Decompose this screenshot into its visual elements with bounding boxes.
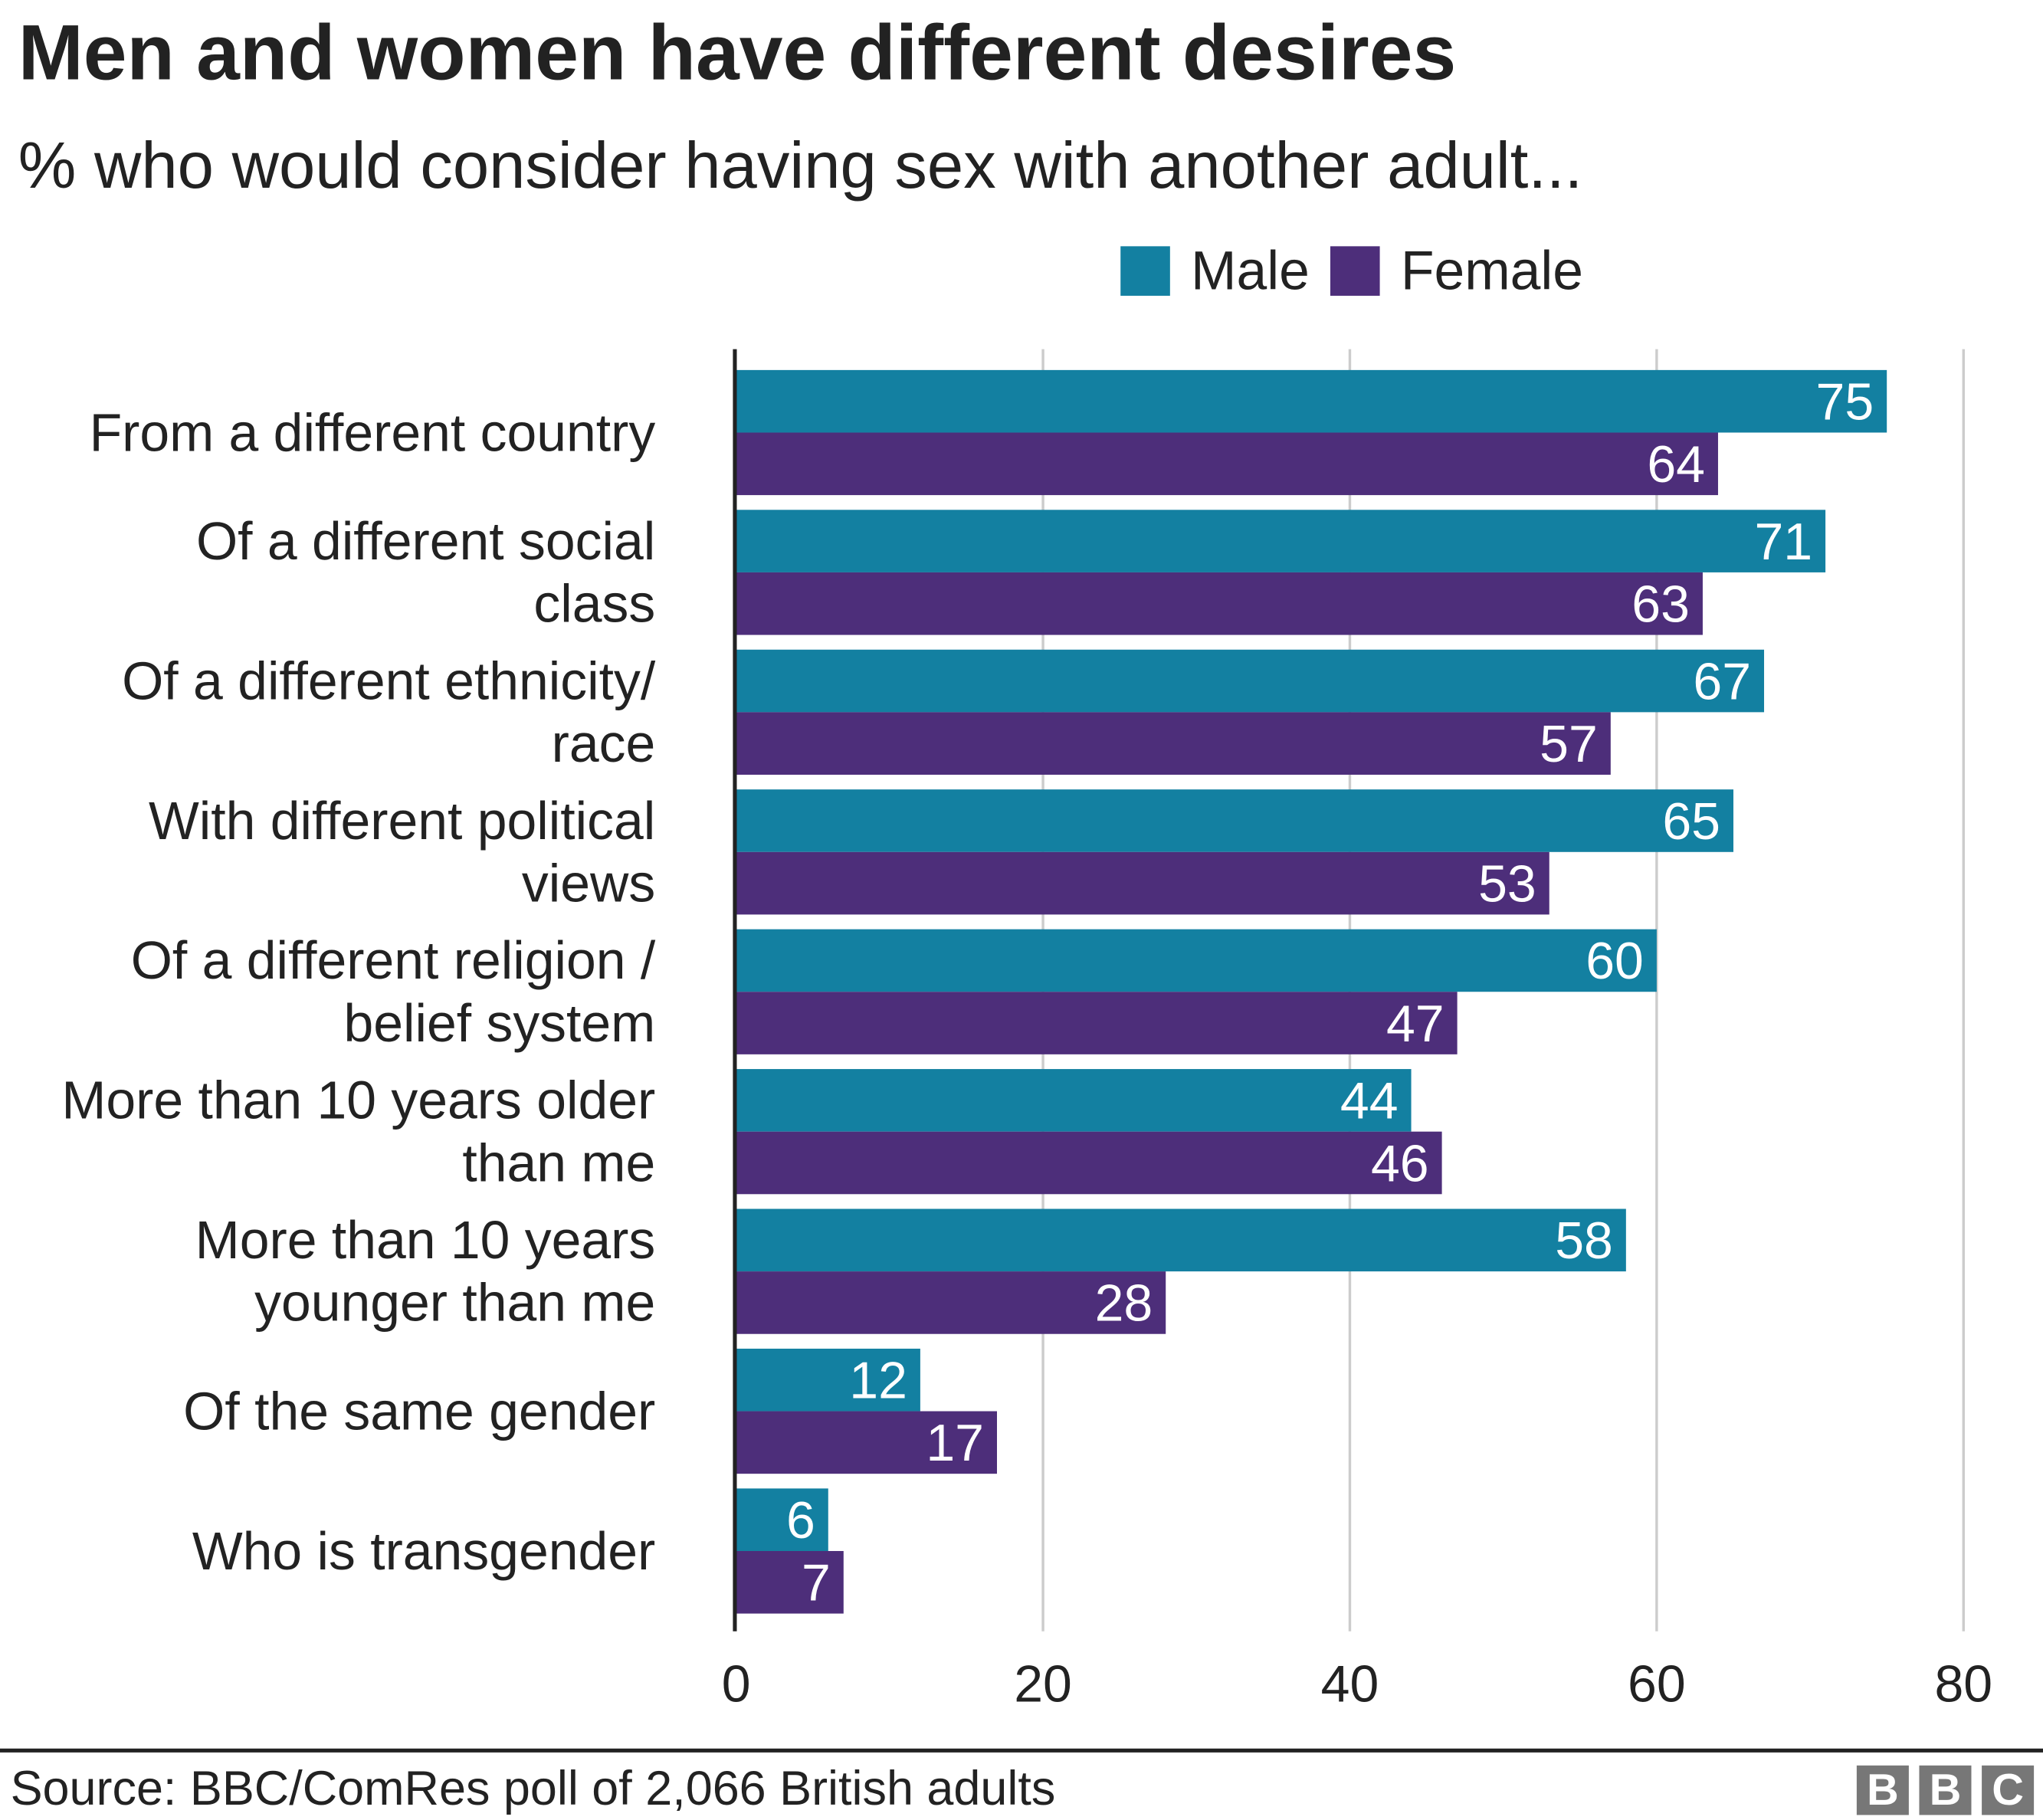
category-label: class: [533, 574, 655, 634]
category-label: Of the same gender: [183, 1381, 655, 1441]
bar-female: [736, 1550, 844, 1614]
data-label: 12: [849, 1352, 907, 1410]
bar-male: [736, 510, 1826, 572]
bar-male: [736, 369, 1887, 433]
data-label: 65: [1662, 792, 1720, 851]
bar-female: [736, 992, 1458, 1054]
legend-label-male: Male: [1191, 239, 1310, 301]
source-note: Source: BBC/ComRes poll of 2,066 British…: [10, 1761, 1056, 1815]
bar-female: [736, 432, 1718, 496]
data-label: 57: [1540, 715, 1598, 773]
bar-female: [736, 851, 1549, 915]
x-tick-label: 80: [1934, 1655, 1992, 1713]
bbc-logo-letter: B: [1919, 1765, 1972, 1815]
x-tick-label: 0: [722, 1655, 751, 1713]
legend-label-female: Female: [1400, 239, 1584, 301]
category-label: Of a different ethnicity/: [122, 651, 656, 710]
data-label: 71: [1754, 513, 1812, 571]
category-label: Who is transgender: [192, 1521, 655, 1581]
data-label: 46: [1371, 1134, 1429, 1192]
data-label: 6: [786, 1491, 815, 1549]
category-label: belief system: [343, 993, 655, 1053]
category-label: More than 10 years older: [61, 1071, 655, 1130]
legend: Male Female: [1120, 240, 1604, 303]
legend-swatch-male: [1120, 246, 1170, 296]
data-label: 64: [1647, 435, 1705, 494]
chart-subtitle: % who would consider having sex with ano…: [18, 129, 1583, 202]
bar-male: [736, 1348, 920, 1412]
data-label: 58: [1555, 1212, 1613, 1270]
data-label: 75: [1816, 372, 1874, 431]
legend-swatch-female: [1330, 246, 1380, 296]
data-label: 47: [1386, 995, 1445, 1053]
bar-male: [736, 649, 1765, 713]
bbc-logo-letter: B: [1856, 1765, 1909, 1815]
bar-female: [736, 712, 1611, 775]
chart-title: Men and women have different desires: [18, 8, 1457, 97]
data-label: 67: [1693, 652, 1751, 710]
bar-male: [736, 1488, 828, 1551]
bar-female: [736, 572, 1703, 635]
footer-rule: [0, 1748, 2043, 1753]
data-label: 44: [1340, 1072, 1399, 1130]
category-label: From a different country: [90, 402, 656, 462]
data-label: 17: [926, 1414, 984, 1472]
x-tick-label: 20: [1014, 1655, 1072, 1713]
category-label: race: [552, 713, 656, 773]
bar-female: [736, 1271, 1166, 1334]
data-label: 63: [1631, 576, 1690, 634]
bbc-logo-letter: C: [1982, 1765, 2035, 1815]
category-label: views: [522, 853, 655, 913]
bar-female: [736, 1131, 1442, 1195]
x-tick-label: 60: [1628, 1655, 1686, 1713]
data-label: 60: [1586, 932, 1644, 990]
bar-male: [736, 1069, 1412, 1132]
data-label: 7: [802, 1554, 831, 1612]
category-label: With different political: [149, 791, 655, 851]
data-label: 28: [1095, 1274, 1153, 1333]
bar-male: [736, 1208, 1626, 1272]
bar-plot: 0 20 40 60 80 75 64 From a different country 71 6…: [61, 349, 1992, 1713]
category-label: More than 10 years: [195, 1210, 656, 1270]
bar-female: [736, 1411, 997, 1474]
category-label: younger than me: [254, 1273, 655, 1333]
category-label: Of a different religion /: [131, 930, 656, 990]
bar-male: [736, 789, 1733, 852]
category-label: Of a different social: [196, 511, 655, 571]
bar-male: [736, 929, 1657, 992]
data-label: 53: [1478, 854, 1536, 913]
x-tick-label: 40: [1321, 1655, 1379, 1713]
category-label: than me: [462, 1133, 655, 1192]
